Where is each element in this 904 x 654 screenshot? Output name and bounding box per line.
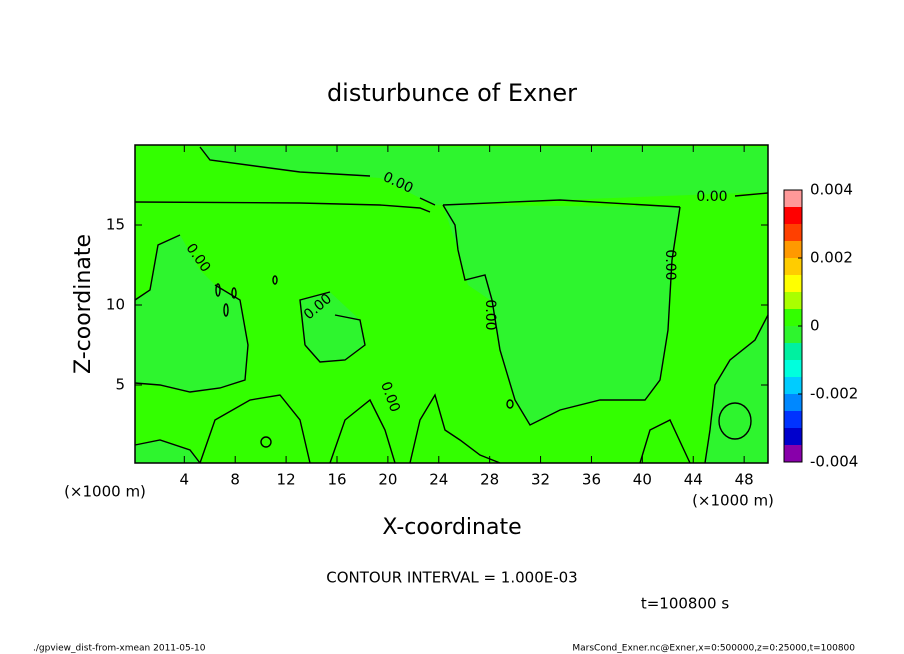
x-tick-label: 28 <box>480 471 499 489</box>
colorbar-bin <box>784 309 802 326</box>
colorbar-bin <box>784 428 802 445</box>
footer-left: ./gpview_dist-from-xmean 2011-05-10 <box>33 644 206 654</box>
contour-line <box>199 393 691 464</box>
y-unit: (×1000 m) <box>64 483 146 501</box>
colorbar-bin <box>784 360 802 377</box>
contour-line <box>506 399 514 409</box>
x-tick-label: 32 <box>531 471 550 489</box>
x-tick-label: 24 <box>429 471 448 489</box>
colorbar-bin <box>784 343 802 360</box>
contour-line <box>442 204 681 426</box>
x-tick-label: 20 <box>378 471 397 489</box>
field <box>135 145 768 463</box>
x-tick-label: 16 <box>327 471 346 489</box>
negative-region <box>135 235 248 392</box>
negative-region <box>443 205 680 425</box>
x-tick-label: 12 <box>277 471 296 489</box>
y-tick-label: 5 <box>115 376 125 394</box>
colorbar-tick-label: 0 <box>810 317 820 335</box>
contour-line <box>134 201 431 213</box>
contour-line <box>704 314 769 464</box>
contour-label: 0.00 <box>482 299 498 330</box>
colorbar-bin <box>784 275 802 292</box>
contour-line <box>442 192 769 208</box>
contour-line <box>231 287 237 299</box>
contour-line <box>272 275 278 285</box>
contour-line <box>134 439 201 464</box>
negative-region <box>200 147 768 205</box>
contour-label: 0.00 <box>662 249 678 280</box>
contour-line <box>718 402 752 440</box>
colorbar-tick-label: 0.002 <box>810 249 853 267</box>
x-unit: (×1000 m) <box>692 492 774 510</box>
colorbar-bin <box>784 326 802 343</box>
x-tick-label: 36 <box>582 471 601 489</box>
contour-label: 0.00 <box>696 189 727 205</box>
y-axis-label: Z-coordinate <box>71 234 96 374</box>
contour-line <box>134 234 249 393</box>
annotation: CONTOUR INTERVAL = 1.000E-03 <box>326 569 577 587</box>
colorbar-tick-label: -0.002 <box>810 385 858 403</box>
contour-lines <box>134 146 769 464</box>
x-tick-label: 4 <box>180 471 190 489</box>
footer-right: MarsCond_Exner.nc@Exner,x=0:500000,z=0:2… <box>572 644 855 654</box>
y-tick-label: 15 <box>106 216 125 234</box>
colorbar-bin <box>784 292 802 309</box>
x-tick-label: 44 <box>684 471 703 489</box>
colorbar-bin <box>784 377 802 394</box>
plot-frame <box>134 144 769 464</box>
contour-line <box>260 436 272 448</box>
colorbar-bin <box>784 241 802 258</box>
contour-line <box>215 283 221 297</box>
colorbar-tick-label: -0.004 <box>810 453 858 471</box>
colorbar-bin <box>784 394 802 411</box>
contour-line <box>199 146 436 206</box>
x-axis-label: X-coordinate <box>382 515 521 540</box>
colorbar-tick-label: 0.004 <box>810 181 853 199</box>
x-tick-label: 40 <box>633 471 652 489</box>
colorbar-bin <box>784 207 802 224</box>
colorbar-bin <box>784 224 802 241</box>
chart-title: disturbunce of Exner <box>327 79 577 107</box>
colorbar-bin <box>784 445 802 462</box>
x-tick-label: 48 <box>735 471 754 489</box>
contour-line <box>223 303 229 317</box>
y-tick-label: 10 <box>106 296 125 314</box>
x-tick-label: 8 <box>230 471 240 489</box>
colorbar-bin <box>784 411 802 428</box>
negative-region <box>719 403 751 439</box>
colorbar-bin <box>784 258 802 275</box>
negative-region <box>135 440 200 463</box>
colorbar-bin <box>784 190 802 207</box>
time-label: t=100800 s <box>641 595 729 613</box>
negative-region <box>300 292 365 362</box>
contour-line <box>299 291 366 363</box>
